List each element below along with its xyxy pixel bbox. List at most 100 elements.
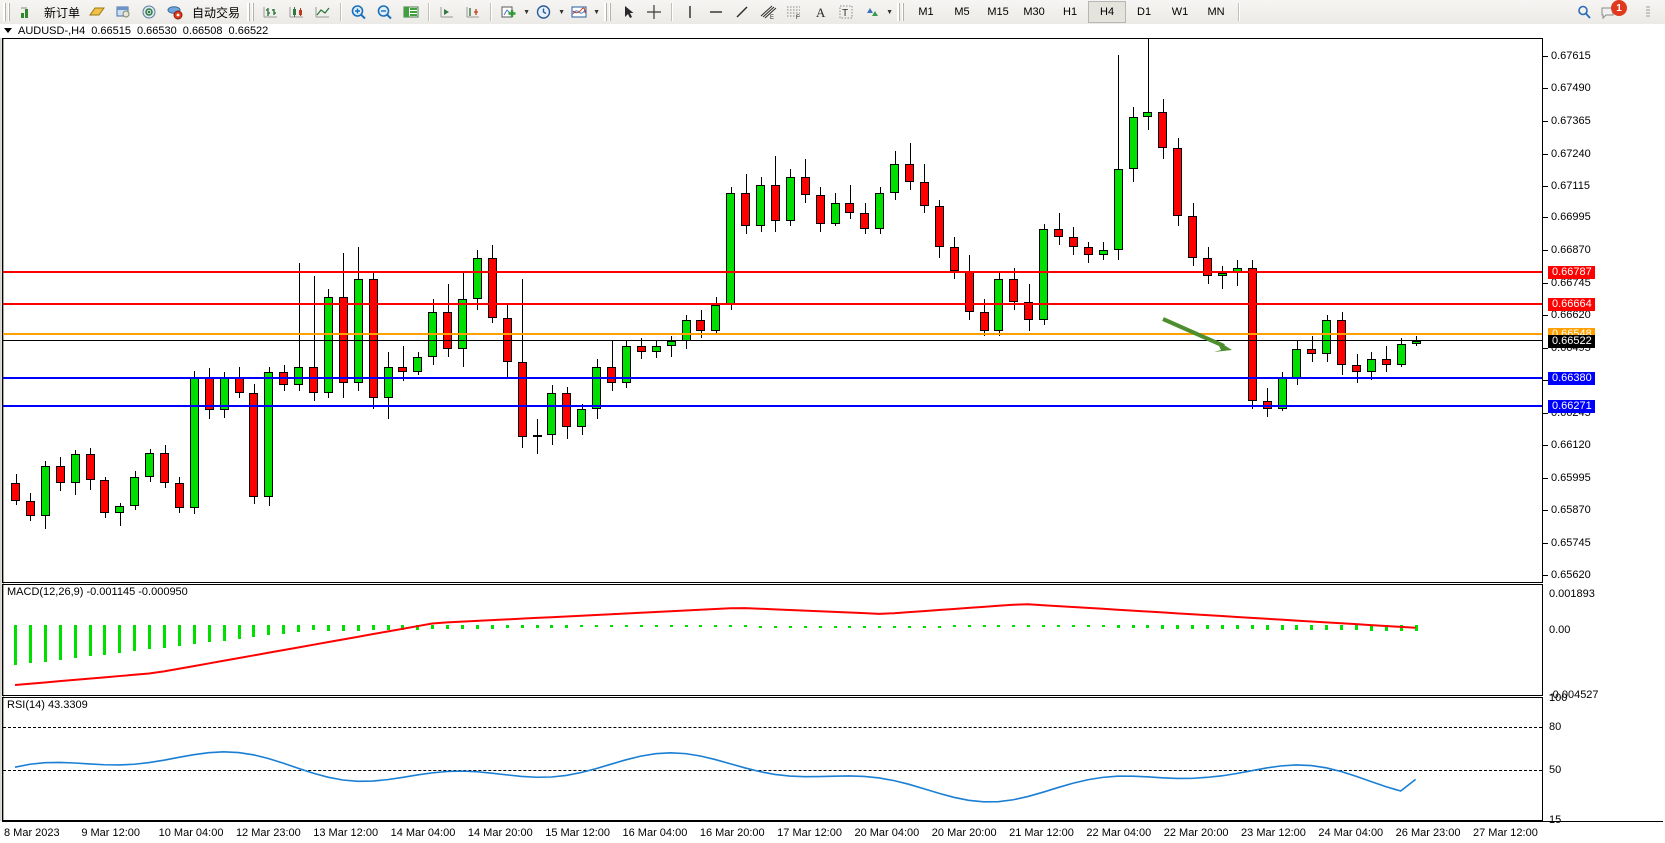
shapes-caret[interactable]: ▼ bbox=[886, 8, 893, 16]
candle-body bbox=[1128, 117, 1138, 170]
trendline-icon[interactable] bbox=[729, 1, 755, 23]
level-line-resistance-2[interactable] bbox=[3, 302, 1542, 305]
templates-icon[interactable] bbox=[566, 1, 592, 23]
macd-histogram-bar bbox=[1235, 625, 1239, 630]
macd-histogram-bar bbox=[863, 625, 867, 628]
auto-trading-icon[interactable] bbox=[162, 1, 188, 23]
timeframe-m30[interactable]: M30 bbox=[1023, 6, 1045, 18]
chart-menu-caret-icon[interactable] bbox=[4, 28, 12, 33]
equidistant-channel-icon[interactable]: E bbox=[755, 1, 781, 23]
data-window-icon[interactable] bbox=[398, 1, 424, 23]
rsi-level-80 bbox=[3, 726, 1542, 728]
axis-tick bbox=[1543, 88, 1548, 90]
auto-trading-button[interactable]: 自动交易 bbox=[192, 5, 241, 20]
candle-body bbox=[1113, 169, 1123, 250]
macd-histogram-bar bbox=[639, 625, 643, 627]
crosshair-icon[interactable] bbox=[641, 1, 667, 23]
arrow-cursor-icon[interactable] bbox=[615, 1, 641, 23]
candle-body bbox=[1143, 111, 1153, 118]
period-caret[interactable]: ▼ bbox=[558, 8, 565, 16]
fibonacci-icon[interactable]: F bbox=[781, 1, 807, 23]
candlestick-chart-icon[interactable] bbox=[284, 1, 310, 23]
folder-icon[interactable] bbox=[84, 1, 110, 23]
price-badge-support-1[interactable]: 0.66380 bbox=[1548, 371, 1595, 385]
macd-histogram-bar bbox=[1146, 625, 1150, 629]
macd-histogram-bar bbox=[163, 625, 166, 648]
candle-body bbox=[1307, 348, 1317, 355]
bar-chart-icon[interactable] bbox=[258, 1, 284, 23]
rsi-axis-label: 50 bbox=[1549, 763, 1562, 776]
line-chart-icon[interactable] bbox=[310, 1, 336, 23]
window-icon[interactable] bbox=[110, 1, 136, 23]
macd-pane[interactable] bbox=[2, 584, 1543, 696]
candle-wick bbox=[1222, 265, 1224, 289]
candle-body bbox=[1411, 340, 1421, 344]
zoom-out-icon[interactable] bbox=[372, 1, 398, 23]
level-line-support-1[interactable] bbox=[3, 376, 1542, 379]
candle-body bbox=[547, 393, 557, 435]
price-pane[interactable] bbox=[2, 38, 1543, 583]
timeframe-mn[interactable]: MN bbox=[1207, 6, 1225, 18]
candle-body bbox=[487, 257, 497, 318]
candle-body bbox=[458, 299, 467, 349]
macd-label: MACD(12,26,9) -0.001145 -0.000950 bbox=[7, 586, 188, 598]
timeframe-h1[interactable]: H1 bbox=[1063, 6, 1078, 18]
chart-shift-icon[interactable] bbox=[460, 1, 486, 23]
macd-histogram-bar bbox=[967, 625, 971, 628]
toolbar-grip-4[interactable] bbox=[897, 3, 906, 21]
macd-histogram-bar bbox=[1220, 625, 1224, 630]
add-indicator-caret[interactable]: ▼ bbox=[523, 8, 530, 16]
timeframe-m15[interactable]: M15 bbox=[987, 6, 1009, 18]
level-line-current-price[interactable] bbox=[3, 339, 1542, 341]
price-badge-resistance-1[interactable]: 0.66787 bbox=[1548, 265, 1595, 279]
scroll-end-icon[interactable] bbox=[434, 1, 460, 23]
axis-tick bbox=[1543, 153, 1548, 155]
candle-wick bbox=[1118, 54, 1120, 261]
timeframe-h4[interactable]: H4 bbox=[1088, 1, 1127, 23]
period-icon[interactable] bbox=[531, 1, 557, 23]
timeframe-m5[interactable]: M5 bbox=[954, 6, 970, 18]
templates-caret[interactable]: ▼ bbox=[593, 8, 600, 16]
level-line-pivot[interactable] bbox=[3, 332, 1542, 335]
macd-histogram-bar bbox=[1176, 625, 1180, 629]
radar-icon[interactable] bbox=[136, 1, 162, 23]
macd-histogram-bar bbox=[118, 625, 122, 653]
new-order-icon[interactable] bbox=[14, 1, 40, 23]
macd-histogram-bar bbox=[446, 625, 450, 630]
toolbar-grip-2[interactable] bbox=[247, 3, 256, 21]
candle-body bbox=[919, 182, 929, 206]
candle-wick bbox=[313, 275, 315, 401]
price-badge-current-price[interactable]: 0.66522 bbox=[1548, 334, 1595, 348]
timeframe-w1[interactable]: W1 bbox=[1171, 6, 1189, 18]
price-badge-support-2[interactable]: 0.66271 bbox=[1548, 399, 1595, 413]
price-badge-resistance-2[interactable]: 0.66664 bbox=[1548, 297, 1595, 311]
zoom-in-icon[interactable] bbox=[346, 1, 372, 23]
notification-icon[interactable]: 1 bbox=[1598, 0, 1635, 23]
timeframe-d1[interactable]: D1 bbox=[1137, 6, 1152, 18]
chart-container[interactable]: AUDUSD-,H4 0.66515 0.66530 0.66508 0.665… bbox=[0, 24, 1665, 843]
macd-histogram-bar bbox=[1250, 625, 1254, 630]
timeframe-m1[interactable]: M1 bbox=[918, 6, 934, 18]
trend-arrow[interactable] bbox=[1160, 316, 1240, 358]
horizontal-line-icon[interactable] bbox=[703, 1, 729, 23]
text-icon[interactable]: A bbox=[807, 1, 833, 23]
macd-histogram-bar bbox=[1265, 625, 1269, 630]
time-axis[interactable]: 8 Mar 2023 9 Mar 12:00 10 Mar 04:00 12 Mar … bbox=[2, 821, 1663, 843]
level-line-support-2[interactable] bbox=[3, 404, 1542, 407]
text-label-icon[interactable]: T bbox=[833, 1, 859, 23]
add-indicator-icon[interactable] bbox=[496, 1, 522, 23]
axis-tick bbox=[1543, 282, 1548, 284]
new-order-button[interactable]: 新订单 bbox=[44, 5, 81, 20]
shapes-icon[interactable] bbox=[859, 1, 885, 23]
macd-histogram-bar bbox=[759, 625, 762, 628]
search-icon[interactable] bbox=[1572, 1, 1598, 23]
price-axis[interactable]: 0.67615 0.67490 0.67365 0.67240 0.67115 0.669… bbox=[1543, 38, 1665, 826]
toolbar-grip-3[interactable] bbox=[604, 3, 613, 21]
macd-histogram-bar bbox=[341, 625, 345, 631]
macd-axis-label: -0.004527 bbox=[1549, 689, 1599, 701]
candle-body bbox=[1188, 216, 1198, 258]
rsi-pane[interactable] bbox=[2, 697, 1543, 821]
toolbar-grip[interactable] bbox=[3, 3, 11, 21]
vertical-line-icon[interactable] bbox=[677, 1, 703, 23]
level-line-resistance-1[interactable] bbox=[3, 270, 1542, 273]
